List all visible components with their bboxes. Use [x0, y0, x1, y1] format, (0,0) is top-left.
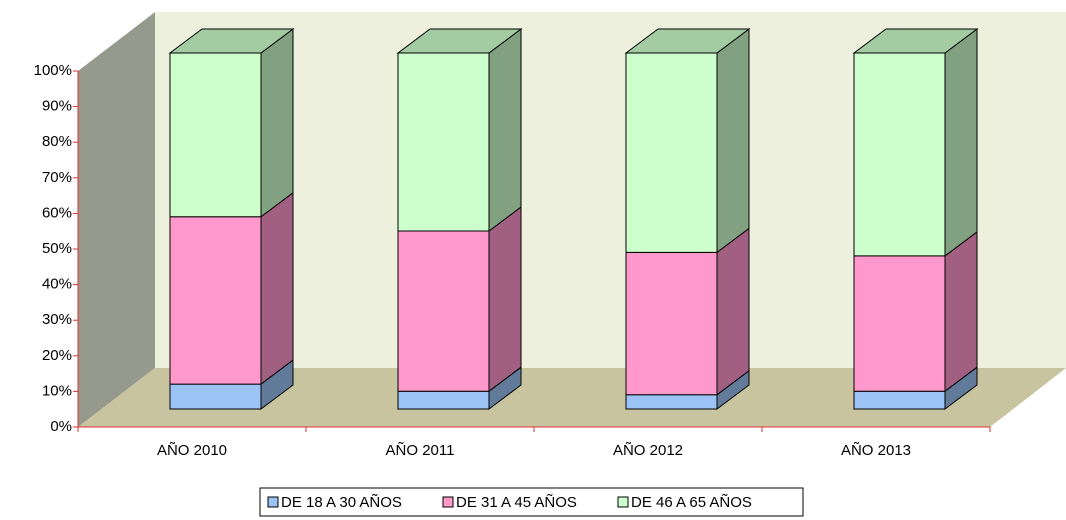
y-tick-label: 60%: [42, 204, 72, 221]
floor: [78, 368, 1066, 427]
bar-side: [944, 28, 978, 257]
bar-side: [716, 28, 750, 254]
bar-segment: [396, 28, 523, 232]
bar-front: [169, 52, 262, 218]
bar-front: [169, 216, 262, 385]
bar-segment: [624, 28, 751, 254]
bar-segment: [169, 359, 294, 410]
x-tick-label: AÑO 2011: [386, 442, 455, 459]
legend-label: DE 46 A 65 AÑOS: [631, 494, 752, 511]
y-tick-label: 10%: [42, 382, 72, 399]
legend-label: DE 31 A 45 AÑOS: [456, 494, 577, 511]
y-tick-label: 50%: [42, 240, 72, 257]
bar-side: [260, 191, 294, 386]
bar-front: [625, 251, 718, 396]
x-tick-label: AÑO 2010: [157, 442, 227, 459]
bar-segment: [852, 28, 979, 257]
y-tick-label: 70%: [42, 169, 72, 186]
bar-top: [852, 28, 979, 54]
bar-front: [853, 390, 946, 410]
legend-swatch: [617, 496, 629, 508]
bar-front: [625, 52, 718, 253]
bar-top: [624, 28, 751, 54]
y-tick-label: 90%: [42, 98, 72, 115]
x-tick-label: AÑO 2012: [613, 442, 683, 459]
bar-side: [716, 227, 750, 396]
bar-segment: [853, 366, 978, 410]
bar-front: [169, 383, 262, 410]
bar-segment: [169, 191, 294, 386]
bar-front: [853, 255, 946, 392]
bar-front: [397, 390, 490, 410]
y-tick-label: 100%: [34, 62, 72, 79]
bar-segment: [168, 28, 295, 218]
legend: [259, 487, 804, 517]
y-tick-label: 80%: [42, 133, 72, 150]
side-wall: [78, 12, 155, 427]
legend-swatch: [442, 496, 454, 508]
y-tick-label: 40%: [42, 276, 72, 293]
bar-top: [396, 28, 523, 54]
bar-front: [625, 394, 718, 410]
bar-front: [397, 52, 490, 232]
bar-segment: [853, 230, 978, 393]
y-tick-label: 20%: [42, 347, 72, 364]
y-tick-label: 0%: [50, 418, 72, 435]
bar-top: [168, 28, 295, 54]
x-tick-label: AÑO 2013: [841, 442, 911, 459]
bar-front: [397, 230, 490, 392]
bar-side: [944, 230, 978, 393]
y-tick-label: 30%: [42, 311, 72, 328]
legend-label: DE 18 A 30 AÑOS: [281, 494, 402, 511]
bar-front: [853, 52, 946, 257]
bar-segment: [625, 227, 750, 396]
bar-side: [488, 28, 522, 232]
bar-side: [488, 206, 522, 393]
back-wall: [155, 12, 1066, 368]
legend-swatch: [267, 496, 279, 508]
bar-side: [260, 28, 294, 218]
bar-segment: [397, 206, 522, 393]
